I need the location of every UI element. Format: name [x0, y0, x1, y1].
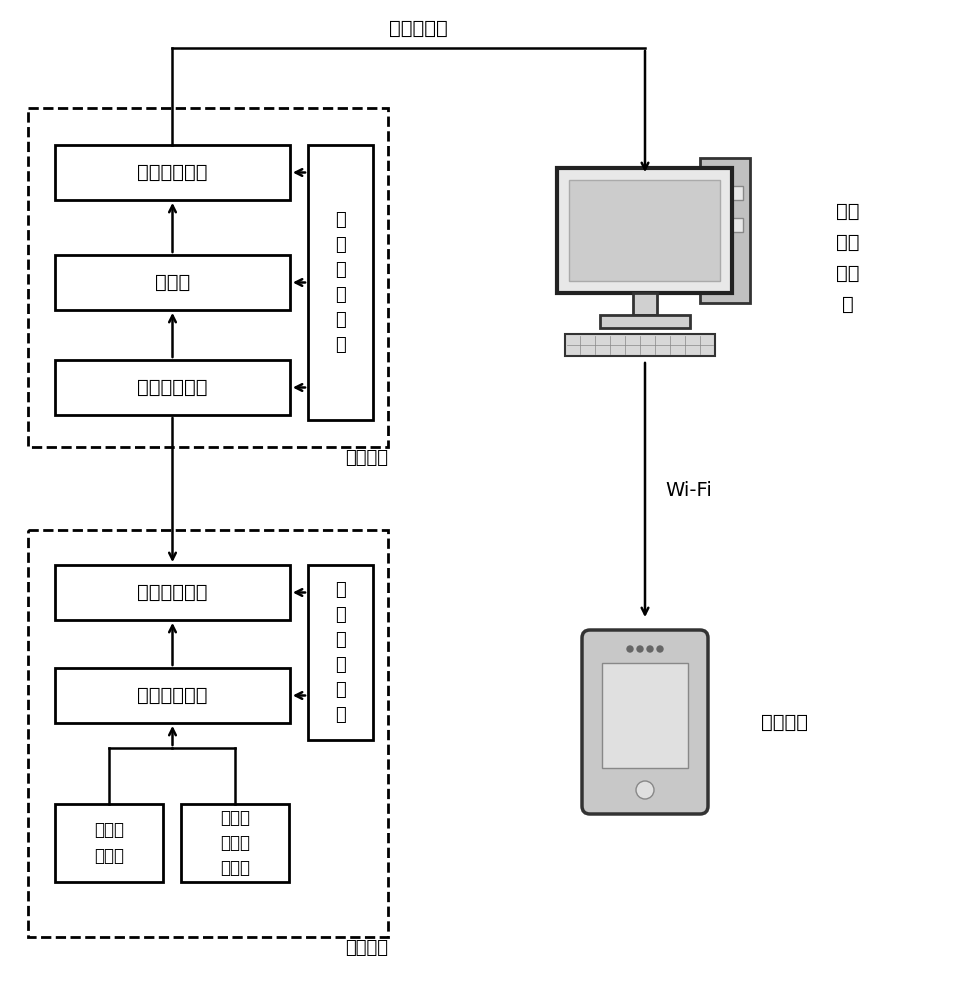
Bar — [28, 530, 388, 937]
Text: 分析节点: 分析节点 — [345, 449, 388, 467]
Text: Wi-Fi: Wi-Fi — [665, 481, 711, 499]
Bar — [55, 668, 290, 723]
Bar — [569, 180, 720, 281]
Bar — [55, 565, 290, 620]
Text: 振动感
知节点: 振动感 知节点 — [94, 822, 124, 864]
Text: 第一微处理器: 第一微处理器 — [137, 686, 207, 705]
Text: 第二微处理器: 第二微处理器 — [137, 378, 207, 397]
Circle shape — [637, 646, 642, 652]
Bar — [564, 334, 714, 356]
Text: 工业以太网: 工业以太网 — [389, 19, 448, 38]
Text: 存储器: 存储器 — [155, 273, 190, 292]
Bar — [706, 186, 742, 200]
Text: 第
二
电
源
模
块: 第 二 电 源 模 块 — [334, 211, 346, 354]
Text: 分布式
音频感
知节点: 分布式 音频感 知节点 — [220, 809, 250, 877]
Bar — [308, 565, 373, 740]
Bar — [55, 255, 290, 310]
Bar — [706, 218, 742, 232]
Text: 采集节点: 采集节点 — [345, 939, 388, 957]
Bar — [181, 804, 289, 882]
Circle shape — [656, 646, 663, 652]
Bar — [600, 315, 689, 328]
Circle shape — [646, 646, 652, 652]
Circle shape — [626, 646, 633, 652]
FancyBboxPatch shape — [581, 630, 707, 814]
Bar — [308, 145, 373, 420]
Text: 第
一
电
源
模
块: 第 一 电 源 模 块 — [334, 581, 346, 724]
Text: 第一通信模块: 第一通信模块 — [137, 583, 207, 602]
Bar — [55, 145, 290, 200]
Bar — [55, 360, 290, 415]
Bar — [557, 168, 732, 293]
Text: 上位
机监
测中
心: 上位 机监 测中 心 — [835, 202, 859, 314]
Bar — [602, 663, 687, 768]
Text: 手持终端: 手持终端 — [761, 712, 808, 732]
Bar — [55, 804, 163, 882]
Circle shape — [636, 781, 653, 799]
Bar — [28, 108, 388, 447]
Bar — [700, 158, 749, 303]
Bar — [633, 293, 656, 315]
Text: 第二通信模块: 第二通信模块 — [137, 163, 207, 182]
